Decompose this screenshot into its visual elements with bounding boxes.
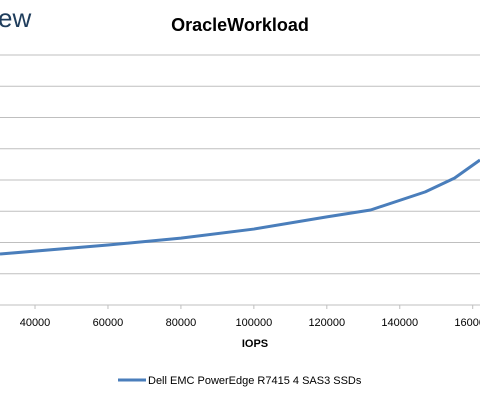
chart-title: OracleWorkload [171,15,309,35]
x-tick-label: 40000 [20,317,51,329]
x-tick-label: 60000 [93,317,124,329]
x-tick-label: 160000 [454,317,480,329]
x-tick-label: 120000 [308,317,345,329]
legend-label: Dell EMC PowerEdge R7415 4 SAS3 SSDs [148,375,362,387]
data-line [0,158,480,256]
x-tick-label: 80000 [166,317,197,329]
logo: ew [0,3,31,33]
x-tick-label: 140000 [381,317,418,329]
x-tick-label: 100000 [236,317,273,329]
x-axis-label: IOPS [242,338,268,350]
